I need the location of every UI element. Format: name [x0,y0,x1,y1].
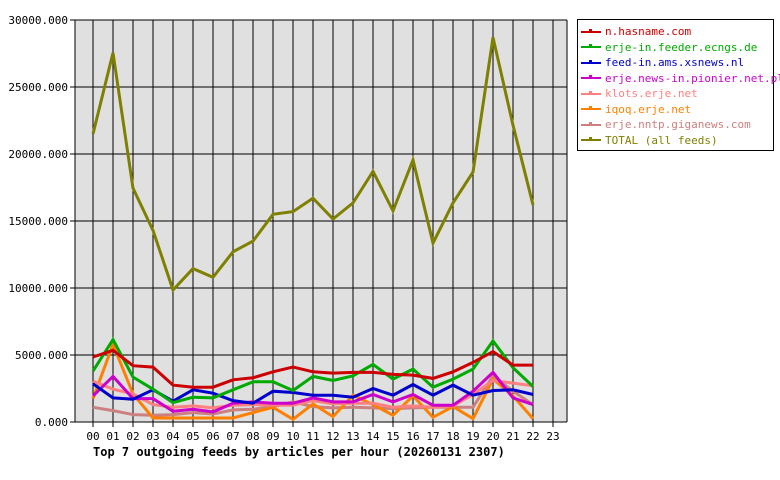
series-line-total-all-feeds- [91,37,535,293]
legend-item: n.hasname.com [581,24,691,39]
legend-item: klots.erje.net [581,86,698,101]
legend-label: erje.news-in.pionier.net.pl [605,71,780,85]
legend-line-icon [581,59,601,64]
legend-line-icon [581,90,601,95]
x-tick-label: 23 [546,430,559,443]
y-tick-label: 30000.000 [8,14,68,27]
x-tick-label: 11 [306,430,319,443]
x-tick-label: 15 [386,430,399,443]
series-lines [91,37,535,422]
series-line-iqoq-erje-net [91,340,535,422]
legend-line-icon [581,75,601,79]
x-tick-label: 02 [126,430,139,443]
legend-label: iqoq.erje.net [605,102,692,116]
legend-item: iqoq.erje.net [581,102,691,117]
legend-item: TOTAL (all feeds) [581,133,718,148]
x-tick-label: 13 [346,430,359,443]
legend: n.hasname.com erje-in.feeder.ecngs.de feed… [577,19,780,151]
x-tick-label: 07 [226,430,239,443]
legend-label: TOTAL (all feeds) [605,133,718,147]
series-line-n-hasname-com [92,348,533,389]
x-tick-label: 18 [446,430,459,443]
x-tick-label: 22 [526,430,539,443]
legend-item: erje.nntp.giganews.com [581,117,751,132]
x-tick-label: 12 [326,430,339,443]
legend-line-icon [581,121,601,126]
x-tick-label: 16 [406,430,419,443]
legend-item: feed-in.ams.xsnews.nl [581,55,744,70]
x-tick-label: 14 [366,430,380,443]
y-tick-label: 10000.000 [8,282,68,295]
legend-item: erje.news-in.pionier.net.pl [581,71,780,86]
y-tick-label: 25000.000 [8,81,68,94]
legend-line-icon [581,28,601,33]
y-axis-tick-labels: 0.000 5000.000 10000.000 15000.000 20000.000… [8,14,68,429]
series-line-erje-news-in-pionier-net-pl [91,370,534,414]
legend-label: klots.erje.net [605,87,698,100]
x-tick-label: 03 [146,430,159,443]
series-line-erje-in-feeder-ecngs-de [91,336,535,405]
series-line-erje-nntp-giganews-com [92,373,534,417]
x-tick-label: 01 [106,430,119,443]
x-tick-label: 04 [166,430,180,443]
legend-label: feed-in.ams.xsnews.nl [605,56,745,69]
x-axis-tick-labels: 00 01 02 03 04 05 06 07 08 09 10 11 12 13 14 15 16 17 18 19… [86,430,559,443]
legend-label: erje-in.feeder.ecngs.de [605,40,758,54]
vertical-gridlines [92,20,554,427]
y-tick-label: 15000.000 [8,215,68,228]
legend-item: erje-in.feeder.ecngs.de [581,40,757,55]
x-tick-label: 05 [186,430,199,443]
x-tick-label: 06 [206,430,219,443]
y-tick-label: 0.000 [35,416,68,429]
legend-line-icon [581,44,601,48]
chart-title: Top 7 outgoing feeds by articles per hou… [93,445,505,459]
y-tick-label: 20000.000 [8,148,68,161]
legend-label: erje.nntp.giganews.com [605,118,751,131]
x-tick-label: 00 [86,430,99,443]
x-tick-label: 19 [466,430,479,443]
x-tick-label: 09 [266,430,279,443]
x-tick-label: 20 [486,430,499,443]
x-tick-label: 17 [426,430,439,443]
x-tick-label: 21 [506,430,519,443]
x-tick-label: 10 [286,430,299,443]
legend-line-icon [581,106,601,110]
legend-line-icon [581,137,601,141]
y-tick-label: 5000.000 [15,349,68,362]
legend-label: n.hasname.com [605,25,692,38]
x-tick-label: 08 [246,430,259,443]
